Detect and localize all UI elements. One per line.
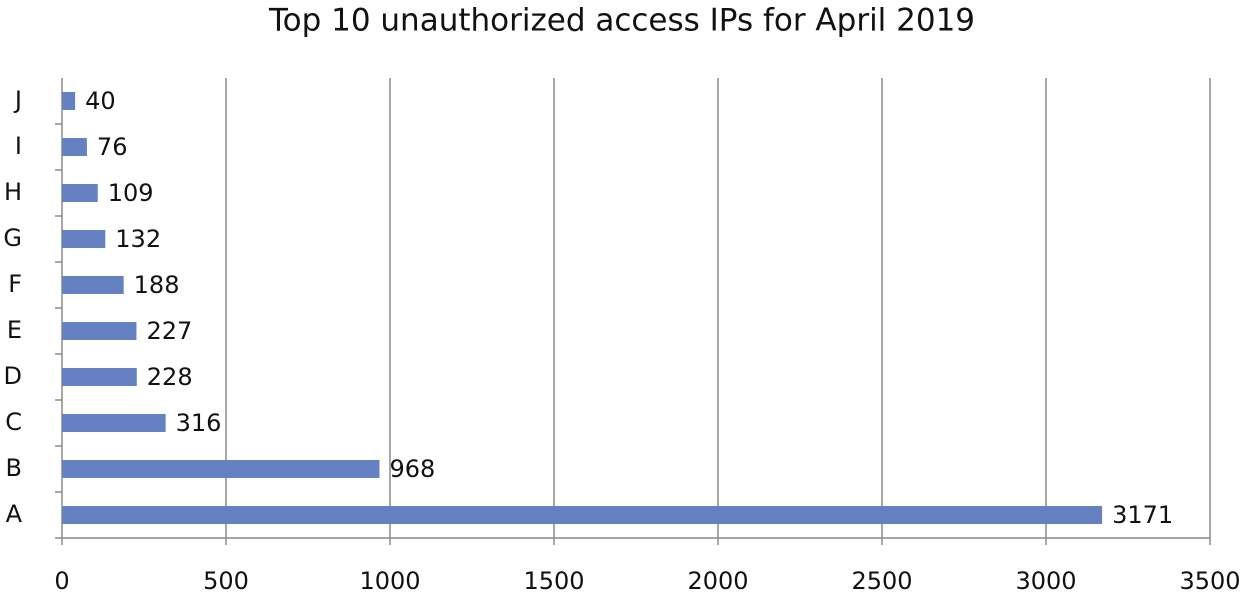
y-tick-label: G bbox=[3, 224, 22, 252]
x-tick-label: 2500 bbox=[851, 567, 912, 595]
value-label: 316 bbox=[176, 409, 222, 437]
value-label: 109 bbox=[108, 179, 154, 207]
bar bbox=[62, 322, 137, 340]
value-label: 227 bbox=[146, 317, 192, 345]
y-tick-label: I bbox=[15, 132, 22, 160]
bar bbox=[62, 138, 87, 156]
value-label: 132 bbox=[115, 225, 161, 253]
chart-title: Top 10 unauthorized access IPs for April… bbox=[268, 3, 975, 39]
x-tick-label: 2000 bbox=[687, 567, 748, 595]
x-tick-label: 3000 bbox=[1015, 567, 1076, 595]
value-label: 188 bbox=[134, 271, 180, 299]
bar bbox=[62, 506, 1103, 524]
y-tick-label: A bbox=[6, 500, 23, 528]
value-label: 968 bbox=[390, 455, 436, 483]
bar bbox=[62, 414, 166, 432]
value-label: 228 bbox=[147, 363, 193, 391]
y-tick-label: D bbox=[4, 362, 22, 390]
x-tick-label: 3500 bbox=[1179, 567, 1240, 595]
y-tick-label: B bbox=[6, 454, 22, 482]
y-tick-label: C bbox=[5, 408, 22, 436]
bar bbox=[62, 184, 98, 202]
value-label: 40 bbox=[85, 87, 116, 115]
x-tick-label: 1000 bbox=[359, 567, 420, 595]
bar bbox=[62, 460, 380, 478]
bar bbox=[62, 92, 76, 110]
x-tick-label: 0 bbox=[54, 567, 69, 595]
value-label: 3171 bbox=[1112, 501, 1173, 529]
bar bbox=[62, 230, 106, 248]
y-tick-label: H bbox=[4, 178, 22, 206]
bar bbox=[62, 368, 137, 386]
y-tick-label: E bbox=[7, 316, 22, 344]
y-tick-label: J bbox=[13, 86, 22, 114]
x-tick-label: 1500 bbox=[523, 567, 584, 595]
x-tick-label: 500 bbox=[203, 567, 249, 595]
y-tick-label: F bbox=[8, 270, 22, 298]
bar bbox=[62, 276, 124, 294]
value-label: 76 bbox=[97, 133, 128, 161]
